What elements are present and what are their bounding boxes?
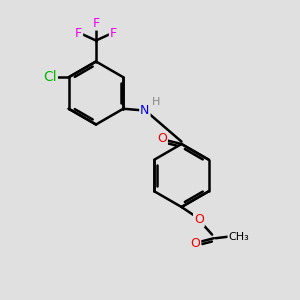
Text: F: F	[75, 27, 82, 40]
Text: O: O	[194, 213, 204, 226]
Text: O: O	[190, 237, 200, 250]
Text: F: F	[92, 16, 100, 30]
Text: Cl: Cl	[43, 70, 57, 84]
Text: N: N	[140, 104, 150, 117]
Text: O: O	[157, 132, 167, 145]
Text: F: F	[110, 27, 117, 40]
Text: H: H	[152, 97, 160, 107]
Text: CH₃: CH₃	[228, 232, 249, 242]
